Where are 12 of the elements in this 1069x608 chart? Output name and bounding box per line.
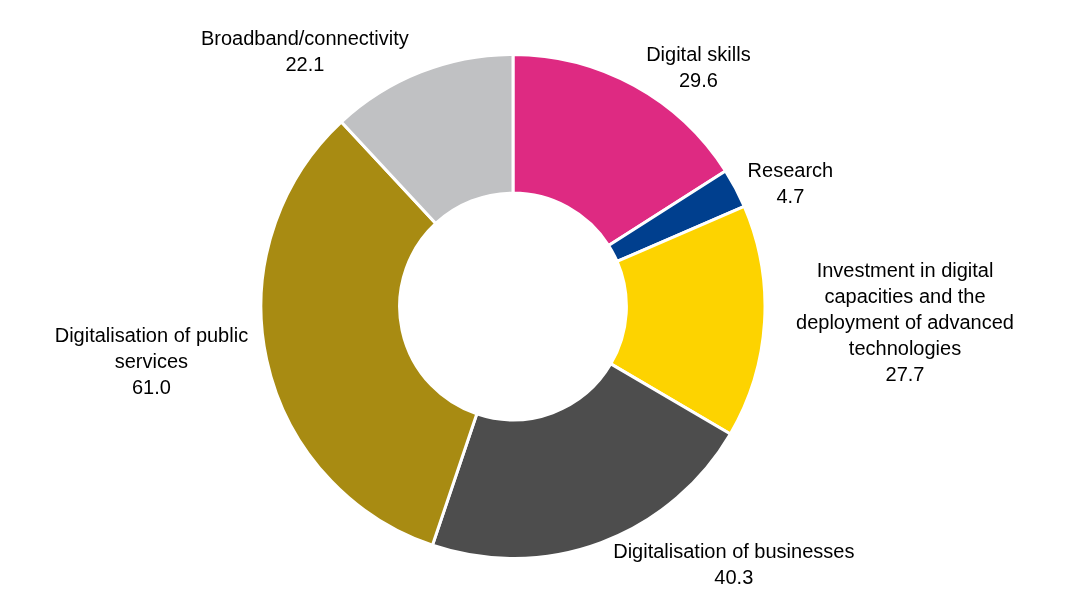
data-label: 40.3: [714, 565, 754, 588]
data-label: 61.0: [131, 376, 171, 399]
data-label: 4.7: [776, 185, 805, 208]
slice-label: Digitalisation of businesses: [613, 539, 855, 562]
data-label: 29.6: [678, 69, 718, 92]
slice-label: Broadband/connectivity: [200, 27, 409, 50]
slice-label: Research: [747, 159, 834, 182]
slice-label: Digitalisation of public services: [54, 324, 249, 373]
data-label: 27.7: [885, 363, 925, 386]
slice-label: Investment in digital capacities and the deployment of advanced technologies: [796, 259, 1014, 360]
slice-label: Digital skills: [646, 43, 751, 66]
data-label: 22.1: [285, 53, 325, 76]
